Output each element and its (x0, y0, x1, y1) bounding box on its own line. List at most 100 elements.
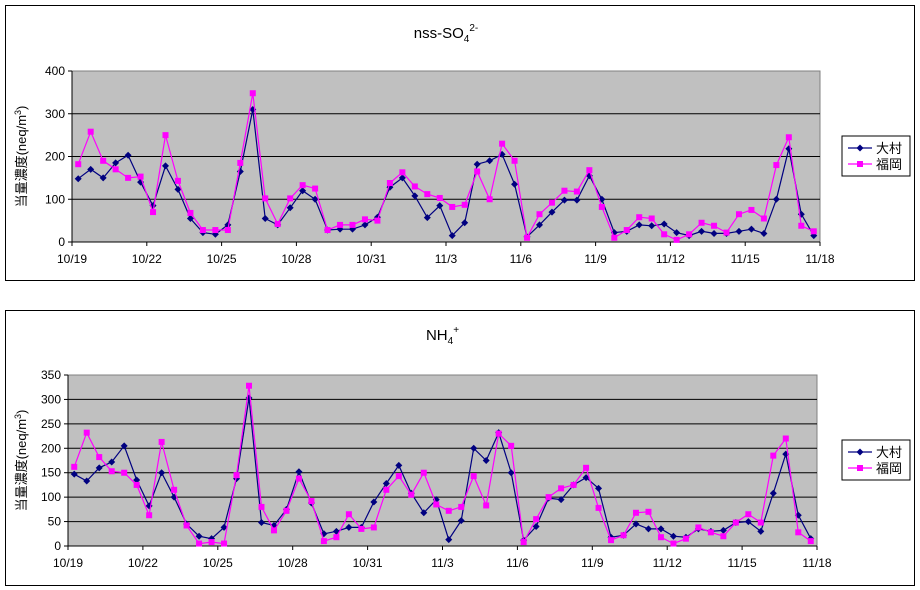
y-axis-label-end: ) (14, 410, 29, 414)
plot-area (67, 374, 818, 547)
x-tick-label: 10/31 (353, 556, 383, 570)
series-1-point (150, 209, 157, 216)
series-1-point (670, 540, 677, 547)
series-1-point (611, 234, 618, 241)
series-0-point (548, 208, 556, 216)
series-1-point (262, 195, 269, 202)
chart-title-sub: 4 (464, 34, 470, 45)
series-1-point (782, 435, 789, 442)
series-1-point (561, 187, 568, 194)
series-0-point (532, 522, 540, 530)
y-axis-label: 当量濃度(neq/m3) (13, 106, 29, 208)
y-axis-label-end: ) (14, 106, 29, 110)
series-0-point (648, 222, 656, 230)
series-1-point (598, 203, 605, 210)
y-tick-label: 200 (45, 150, 65, 164)
series-0-point (772, 195, 780, 203)
series-0-point (719, 526, 727, 534)
series-0-point (644, 525, 652, 533)
series-0-point (162, 162, 169, 170)
series-0-point (735, 227, 743, 235)
series-1-point (199, 227, 206, 234)
series-1-point (287, 195, 294, 202)
x-tick-label: 11/12 (656, 252, 685, 266)
series-0-point (507, 469, 515, 477)
legend-marker-1 (857, 161, 863, 167)
x-tick-label: 11/18 (805, 252, 834, 266)
series-1-point (174, 177, 181, 184)
legend-label-1: 福岡 (876, 461, 902, 476)
series-1-point (723, 229, 730, 236)
series-1-point (583, 464, 590, 471)
series-1-point (383, 486, 390, 493)
series-1-point (374, 217, 381, 224)
series-0-point (573, 196, 581, 204)
series-1-point (212, 227, 219, 234)
series-0-point (669, 532, 677, 540)
series-1-point (623, 227, 630, 234)
series-0-point (174, 185, 182, 193)
series-1-point (386, 180, 393, 187)
series-1-point (648, 215, 655, 222)
series-1-point (586, 167, 593, 174)
x-tick-label: 10/28 (281, 252, 311, 266)
y-tick-label: 350 (41, 368, 61, 382)
series-1-point (75, 161, 82, 168)
legend-box (841, 135, 911, 177)
series-1-point (436, 194, 443, 201)
series-1-point (299, 182, 306, 189)
series-0-point (486, 157, 494, 165)
series-1-point (499, 140, 506, 147)
series-1-point (620, 532, 627, 539)
series-1-point (461, 201, 468, 208)
x-tick-label: 10/28 (278, 556, 308, 570)
series-1-point (233, 472, 240, 479)
series-0-point (382, 479, 390, 487)
series-1-point (548, 199, 555, 206)
series-1-point (760, 215, 767, 222)
x-tick-label: 11/12 (653, 556, 682, 570)
series-0-point (208, 535, 216, 543)
y-tick-label: 300 (41, 392, 61, 406)
series-1-point (162, 132, 169, 139)
series-1-point (283, 507, 290, 514)
chart-title: NH4+ (426, 325, 459, 347)
x-tick-label: 10/22 (128, 556, 158, 570)
series-1-point (807, 538, 814, 545)
series-1-point (520, 539, 527, 546)
series-1-point (108, 468, 115, 475)
series-1-point (96, 454, 103, 461)
series-1-point (682, 535, 689, 542)
series-1-point (449, 203, 456, 210)
series-1-point (645, 508, 652, 515)
series-0-point (660, 220, 668, 228)
x-tick-label: 10/25 (203, 556, 233, 570)
series-1-point (208, 539, 215, 546)
series-1-point (748, 206, 755, 213)
series-1-point (295, 475, 302, 482)
series-1-point (320, 538, 327, 545)
series-1-point (146, 512, 153, 519)
series-1-point (470, 473, 477, 480)
y-tick-label: 100 (41, 490, 61, 504)
series-0-point (420, 509, 428, 517)
series-1-point (249, 90, 256, 97)
series-1-point (686, 231, 693, 238)
x-tick-label: 11/9 (584, 252, 607, 266)
series-1-point (474, 168, 481, 175)
series-0-point (112, 159, 120, 167)
series-0-point (461, 219, 469, 227)
series-0-point (74, 175, 82, 183)
series-1-point (695, 524, 702, 531)
series-0-point (261, 214, 269, 222)
series-0-point (657, 525, 665, 533)
series-0-point (361, 221, 369, 229)
series-1-point (545, 494, 552, 501)
series-0-point (470, 444, 478, 452)
series-1-point (445, 507, 452, 514)
y-tick-label: 150 (41, 466, 61, 480)
chart-title-main: NH (426, 327, 448, 344)
series-1-point (757, 519, 764, 526)
series-1-point (158, 438, 165, 445)
series-1-point (536, 211, 543, 218)
